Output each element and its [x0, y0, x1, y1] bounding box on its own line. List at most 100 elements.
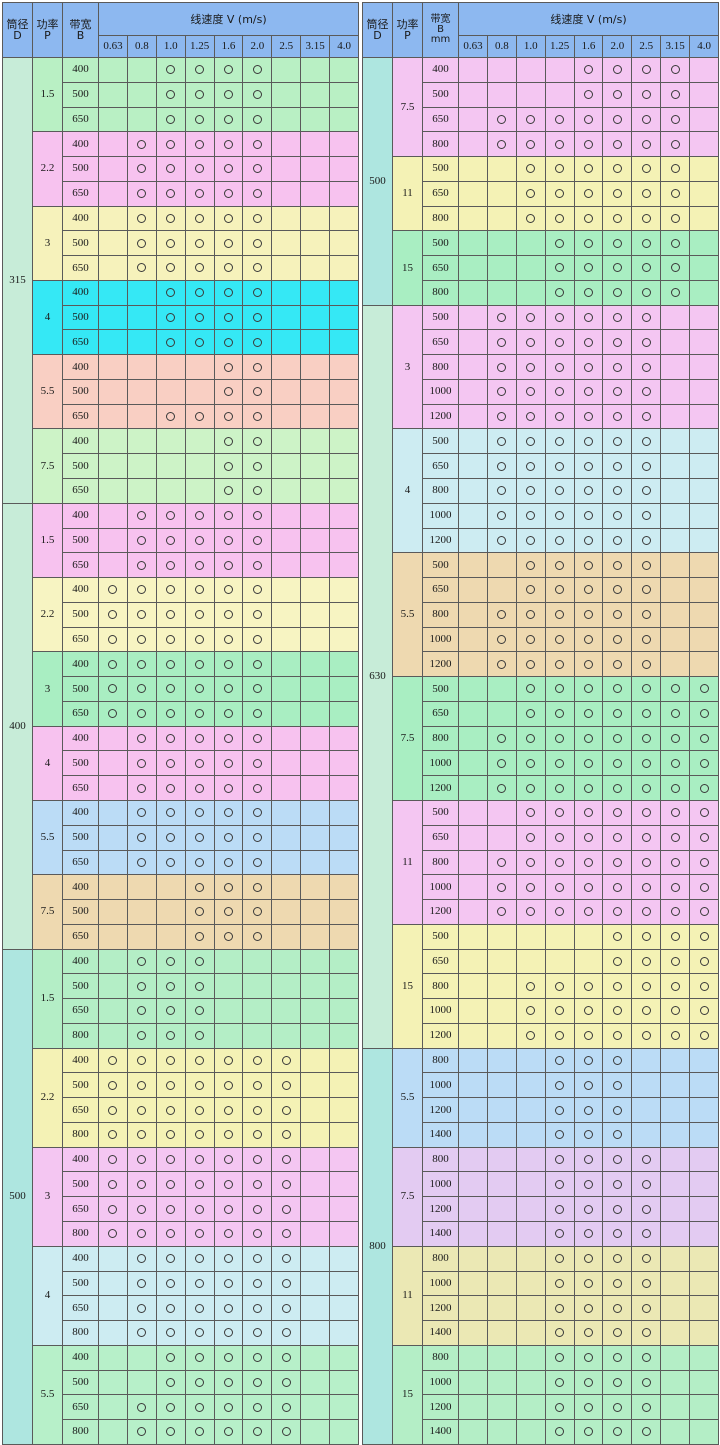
speed-mark-1.6: [213, 57, 244, 83]
speed-empty-0.63: [458, 527, 488, 554]
speed-mark-1.25: [184, 1072, 215, 1099]
circle-mark-icon: [252, 808, 262, 818]
speed-mark-1.25: [184, 106, 215, 133]
speed-empty-1.0: [155, 874, 186, 901]
speed-mark-1.0: [515, 874, 546, 901]
speed-mark-1.25: [184, 1097, 215, 1123]
speed-empty-1.0: [155, 923, 186, 950]
circle-mark-icon: [526, 560, 536, 570]
speed-empty-4.0: [689, 552, 720, 579]
circle-mark-icon: [281, 1229, 291, 1239]
circle-mark-icon: [108, 1105, 118, 1115]
belt-width-cell-800: 800: [422, 205, 459, 232]
speed-mark-2.0: [242, 849, 273, 876]
circle-mark-icon: [612, 1254, 622, 1264]
speed-empty-4.0: [689, 1097, 720, 1123]
speed-empty-0.63: [458, 131, 488, 158]
circle-mark-icon: [584, 1204, 593, 1214]
speed-mark-1.0: [515, 799, 546, 826]
header-belt-width-b-line: 带宽: [430, 14, 451, 25]
circle-mark-icon: [166, 65, 176, 75]
speed-mark-1.25: [184, 1047, 215, 1074]
speed-mark-1.25: [184, 1270, 215, 1297]
speed-empty-2.5: [271, 329, 302, 356]
speed-mark-1.6: [573, 1245, 604, 1272]
circle-mark-icon: [641, 362, 651, 372]
power-cell-7.5: 7.5: [32, 428, 63, 504]
speed-mark-2.5: [631, 577, 662, 603]
table-row: 650: [363, 577, 720, 603]
speed-mark-1.25: [544, 775, 575, 801]
speed-mark-0.63: [98, 1047, 128, 1074]
speed-mark-1.25: [544, 230, 575, 257]
circle-mark-icon: [555, 313, 565, 322]
speed-mark-4.0: [689, 750, 720, 777]
circle-mark-icon: [252, 164, 262, 174]
speed-mark-2.0: [602, 1171, 633, 1198]
speed-mark-2.0: [242, 1121, 273, 1148]
speed-mark-2.0: [602, 1196, 633, 1222]
belt-width-cell-500: 500: [62, 156, 99, 182]
speed-mark-1.6: [213, 255, 244, 281]
circle-mark-icon: [612, 783, 622, 793]
table-row: 4 400: [3, 1245, 360, 1346]
speed-mark-0.8: [486, 453, 517, 480]
speed-mark-1.25: [544, 1295, 575, 1322]
speed-mark-2.5: [631, 1320, 662, 1346]
speed-mark-1.6: [213, 1344, 244, 1371]
speed-mark-2.0: [242, 279, 273, 306]
speed-empty-4.0: [329, 1419, 360, 1445]
speed-empty-1.6: [213, 948, 244, 975]
speed-empty-0.8: [486, 230, 517, 257]
speed-mark-1.0: [155, 725, 186, 752]
speed-mark-1.25: [544, 998, 575, 1024]
circle-mark-icon: [252, 337, 262, 347]
speed-empty-4.0: [329, 750, 360, 777]
speed-mark-0.63: [98, 1072, 128, 1099]
table-row: 800: [363, 131, 720, 158]
circle-mark-icon: [166, 1105, 176, 1115]
speed-empty-0.8: [486, 1369, 517, 1396]
circle-mark-icon: [584, 114, 593, 124]
speed-empty-0.8: [126, 279, 157, 306]
speed-mark-1.25: [184, 676, 215, 702]
header-speed-1.25: 1.25: [184, 35, 215, 58]
speed-mark-2.0: [602, 205, 633, 232]
circle-mark-icon: [252, 634, 262, 644]
circle-mark-icon: [641, 1427, 651, 1437]
circle-mark-icon: [584, 263, 593, 273]
diameter-cell-315: 315: [2, 57, 33, 504]
speed-empty-0.8: [486, 824, 517, 851]
circle-mark-icon: [195, 857, 205, 867]
circle-mark-icon: [252, 387, 262, 397]
circle-mark-icon: [195, 932, 205, 942]
speed-mark-1.6: [573, 230, 604, 257]
circle-mark-icon: [497, 337, 507, 347]
speed-empty-1.0: [515, 1220, 546, 1247]
speed-empty-0.63: [98, 1369, 128, 1396]
belt-width-cell-650: 650: [62, 1196, 99, 1222]
speed-empty-4.0: [689, 1121, 720, 1148]
speed-mark-0.8: [486, 502, 517, 529]
table-row: 800: [3, 1121, 360, 1148]
belt-width-cell-1200: 1200: [422, 527, 459, 554]
speed-empty-3.15: [300, 1171, 331, 1198]
circle-mark-icon: [195, 535, 205, 545]
speed-empty-1.0: [515, 1419, 546, 1445]
speed-empty-0.8: [126, 378, 157, 405]
speed-mark-2.0: [602, 1419, 633, 1445]
speed-mark-1.0: [155, 1270, 186, 1297]
speed-mark-0.8: [126, 1394, 157, 1421]
speed-empty-4.0: [329, 428, 360, 455]
circle-mark-icon: [584, 1427, 593, 1437]
table-row: 1000: [363, 1270, 720, 1297]
speed-empty-2.5: [271, 428, 302, 455]
table-row: 800: [363, 973, 720, 1000]
speed-mark-1.25: [184, 849, 215, 876]
speed-empty-4.0: [329, 1121, 360, 1148]
circle-mark-icon: [612, 1006, 622, 1016]
circle-mark-icon: [252, 1427, 262, 1437]
speed-mark-1.0: [155, 676, 186, 702]
speed-mark-1.0: [155, 1097, 186, 1123]
circle-mark-icon: [555, 288, 565, 298]
